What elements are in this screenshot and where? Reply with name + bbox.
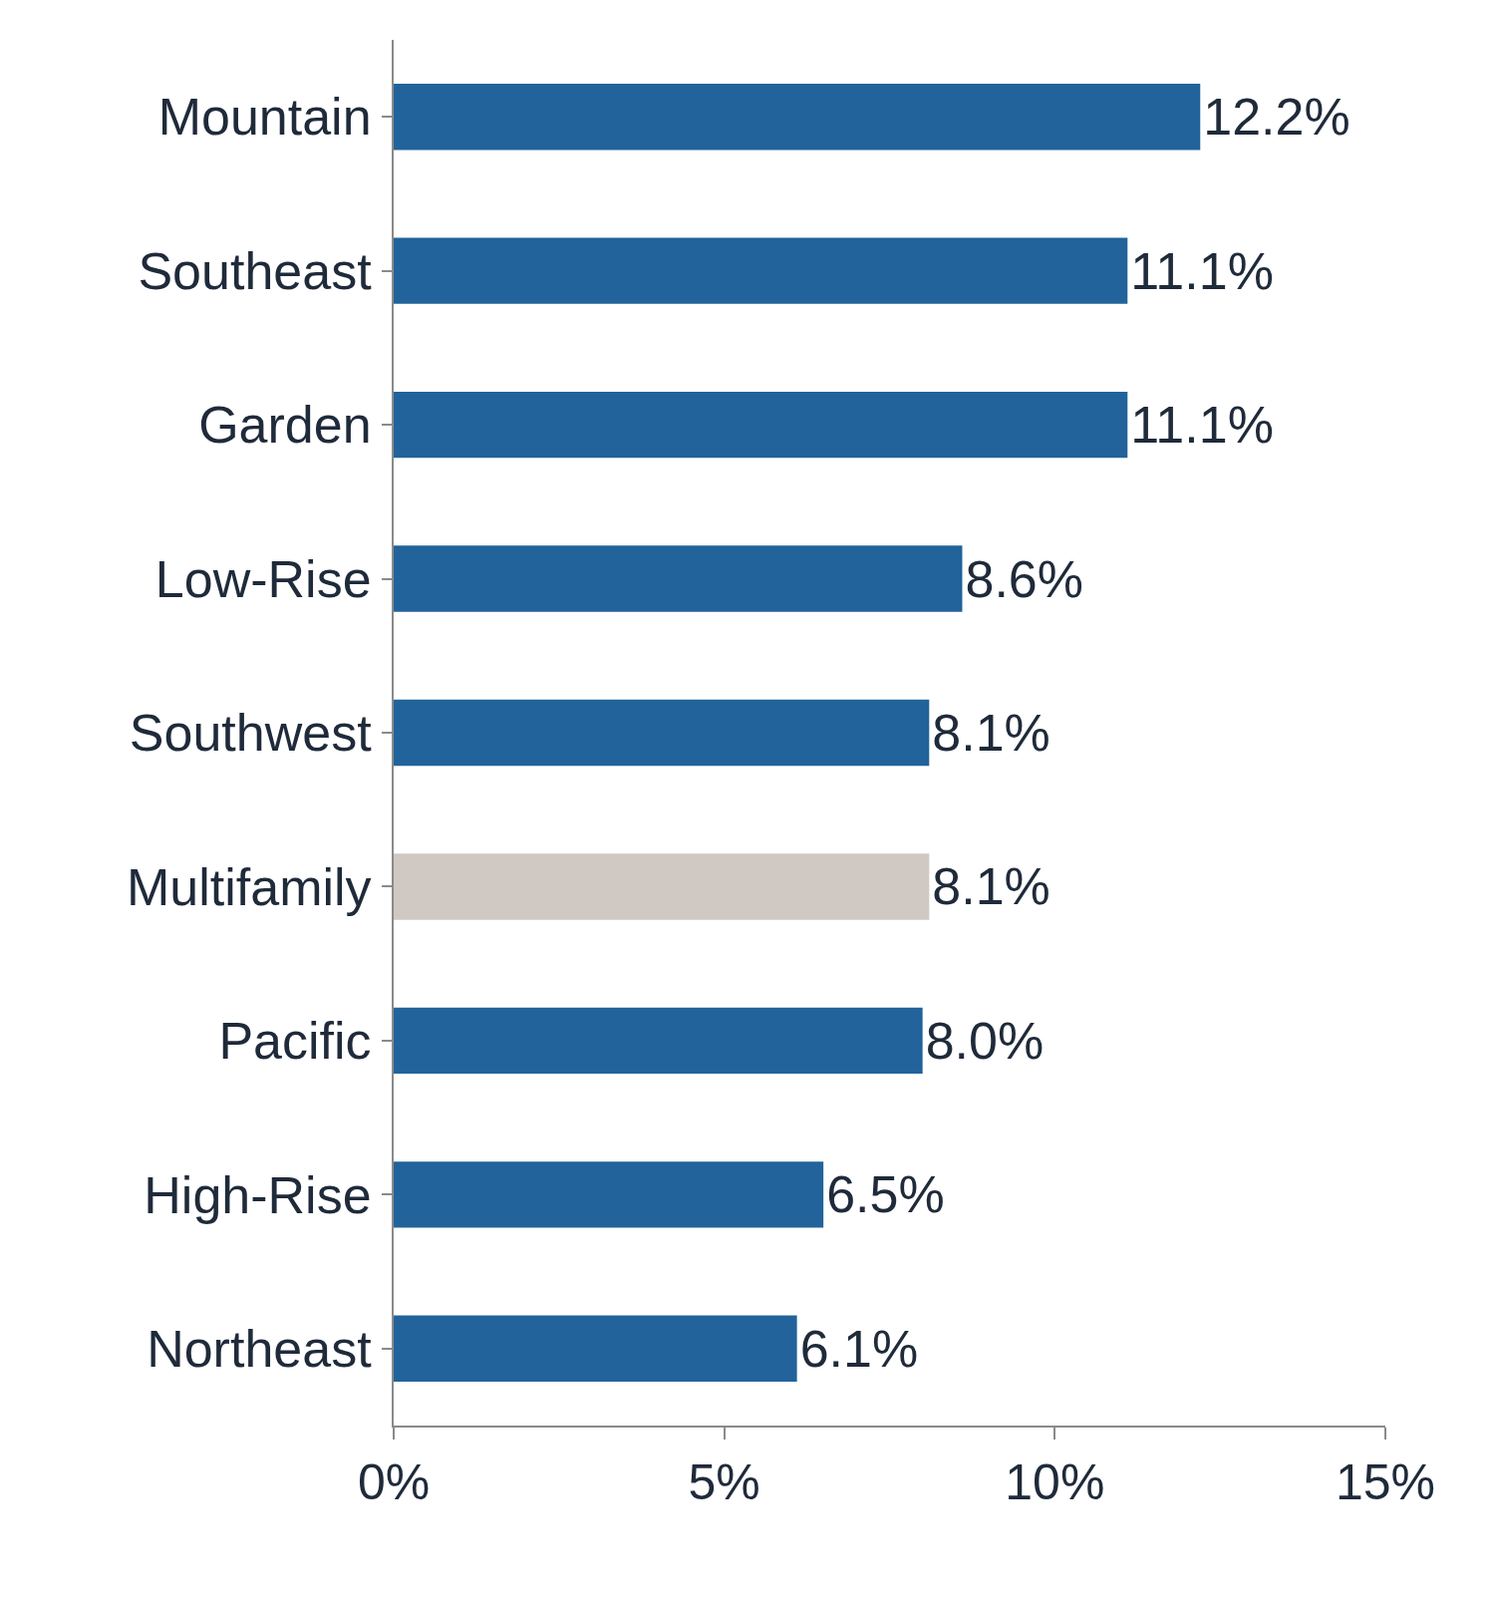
svg-text:Northeast: Northeast <box>146 1319 372 1378</box>
svg-text:0%: 0% <box>357 1454 430 1510</box>
svg-text:6.5%: 6.5% <box>826 1165 945 1223</box>
svg-text:Southwest: Southwest <box>129 703 372 762</box>
svg-text:Multifamily: Multifamily <box>126 858 372 916</box>
svg-text:8.6%: 8.6% <box>964 550 1084 608</box>
svg-text:Mountain: Mountain <box>158 87 372 146</box>
svg-text:11.1%: 11.1% <box>1130 242 1274 300</box>
svg-text:High-Rise: High-Rise <box>143 1166 371 1224</box>
svg-text:6.1%: 6.1% <box>800 1319 919 1378</box>
svg-text:15%: 15% <box>1335 1454 1436 1510</box>
svg-text:Southeast: Southeast <box>137 242 372 300</box>
svg-text:5%: 5% <box>688 1454 761 1510</box>
svg-text:Garden: Garden <box>198 395 371 454</box>
svg-text:Pacific: Pacific <box>218 1011 371 1070</box>
svg-text:8.1%: 8.1% <box>931 703 1051 762</box>
svg-text:12.2%: 12.2% <box>1202 87 1350 146</box>
svg-text:Low-Rise: Low-Rise <box>155 550 372 608</box>
svg-text:8.1%: 8.1% <box>931 857 1051 915</box>
svg-text:11.1%: 11.1% <box>1130 395 1274 454</box>
svg-text:8.0%: 8.0% <box>925 1011 1045 1070</box>
svg-text:10%: 10% <box>1004 1454 1105 1510</box>
